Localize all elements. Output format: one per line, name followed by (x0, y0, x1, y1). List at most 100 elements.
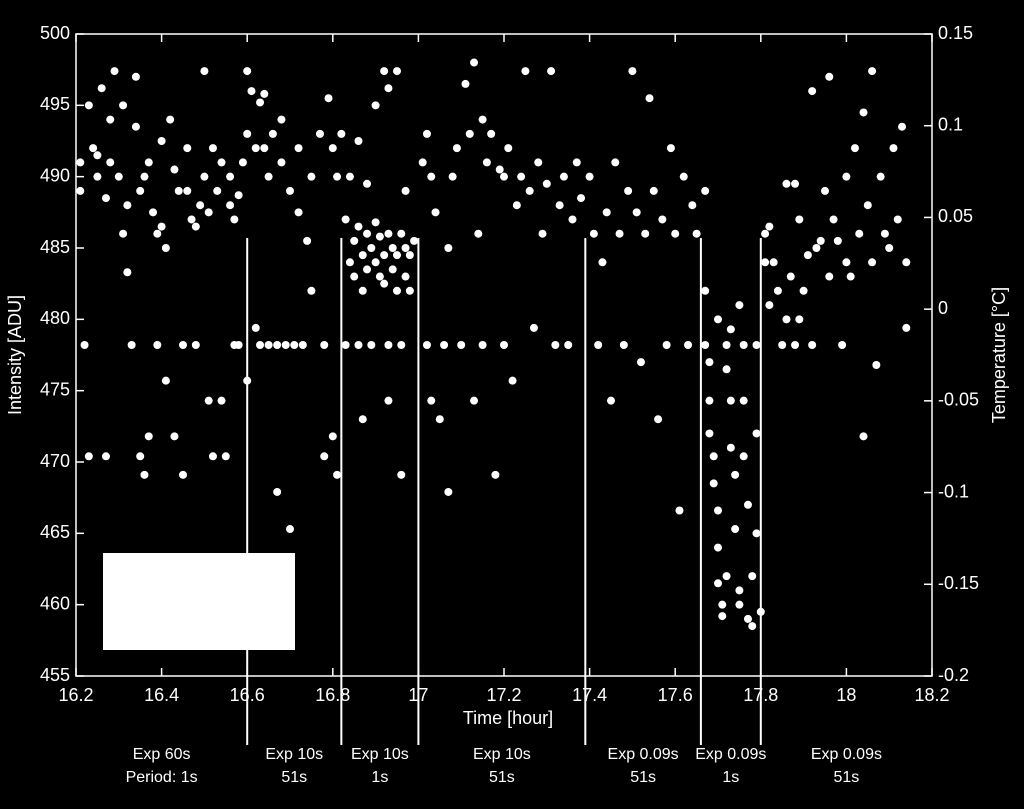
x-tick-label: 16.4 (144, 685, 179, 705)
point (303, 236, 312, 245)
point (431, 208, 440, 217)
point (705, 396, 714, 405)
segment-label: 51s (281, 769, 307, 786)
point (517, 172, 526, 181)
point (568, 215, 577, 224)
point (213, 186, 222, 195)
point (101, 452, 110, 461)
point (89, 144, 98, 153)
point (649, 186, 658, 195)
point (782, 315, 791, 324)
y2-tick-label: -0.15 (938, 573, 979, 593)
segment-label: 51s (489, 769, 515, 786)
point (709, 479, 718, 488)
point (345, 258, 354, 267)
point (808, 87, 817, 96)
point (842, 258, 851, 267)
point (393, 286, 401, 295)
point (868, 258, 877, 267)
segment-label: 1s (722, 769, 739, 786)
point (726, 396, 735, 405)
point (157, 222, 166, 231)
point (76, 186, 85, 195)
x-tick-label: 16.8 (315, 685, 350, 705)
point (405, 251, 414, 260)
point (358, 415, 367, 424)
point (868, 67, 877, 76)
point (714, 506, 722, 515)
point (872, 360, 881, 369)
point (898, 122, 907, 131)
point (174, 186, 183, 195)
point (131, 122, 140, 131)
point (273, 341, 282, 350)
y-tick-label: 480 (40, 308, 70, 328)
point (187, 215, 196, 224)
point (551, 341, 560, 350)
y-tick-label: 485 (40, 237, 70, 257)
point (722, 572, 731, 581)
y2-tick-label: 0.15 (938, 23, 973, 43)
point (735, 301, 744, 310)
point (341, 215, 350, 224)
point (671, 229, 680, 238)
point (470, 396, 479, 405)
y-tick-label: 475 (40, 379, 70, 399)
point (363, 179, 372, 188)
point (76, 158, 85, 167)
segment-label: 1s (371, 769, 388, 786)
point (769, 258, 778, 267)
point (256, 341, 265, 350)
point (589, 229, 598, 238)
point (384, 396, 393, 405)
segment-label: Exp 10s (351, 746, 409, 763)
point (328, 432, 337, 441)
point (260, 144, 269, 153)
y-tick-label: 465 (40, 522, 70, 542)
point (277, 115, 286, 124)
point (641, 229, 650, 238)
point (264, 341, 273, 350)
point (350, 272, 359, 281)
point (748, 622, 757, 631)
point (786, 272, 795, 281)
point (559, 172, 568, 181)
point (803, 251, 812, 260)
point (585, 172, 594, 181)
point (208, 144, 217, 153)
point (380, 67, 389, 76)
point (161, 244, 170, 252)
point (598, 258, 607, 267)
point (277, 158, 286, 167)
point (658, 215, 667, 224)
point (701, 186, 710, 195)
point (204, 396, 213, 405)
y-tick-label: 495 (40, 94, 70, 114)
point (529, 323, 538, 332)
point (196, 201, 205, 210)
point (119, 229, 128, 238)
point (615, 229, 624, 238)
point (363, 265, 372, 274)
point (320, 341, 329, 350)
point (500, 172, 508, 181)
point (337, 129, 346, 138)
point (482, 158, 491, 167)
point (765, 301, 774, 310)
point (208, 452, 217, 461)
point (226, 201, 235, 210)
point (119, 101, 128, 110)
point (735, 600, 744, 609)
segment-label: Exp 10s (473, 746, 531, 763)
point (320, 452, 329, 461)
point (838, 341, 847, 350)
segment-label: Exp 60s (133, 746, 191, 763)
segment-label: Exp 0.09s (695, 746, 766, 763)
point (350, 236, 359, 245)
point (286, 525, 294, 534)
point (358, 286, 367, 295)
point (170, 432, 179, 441)
point (251, 323, 260, 332)
point (478, 115, 487, 124)
point (294, 208, 303, 217)
